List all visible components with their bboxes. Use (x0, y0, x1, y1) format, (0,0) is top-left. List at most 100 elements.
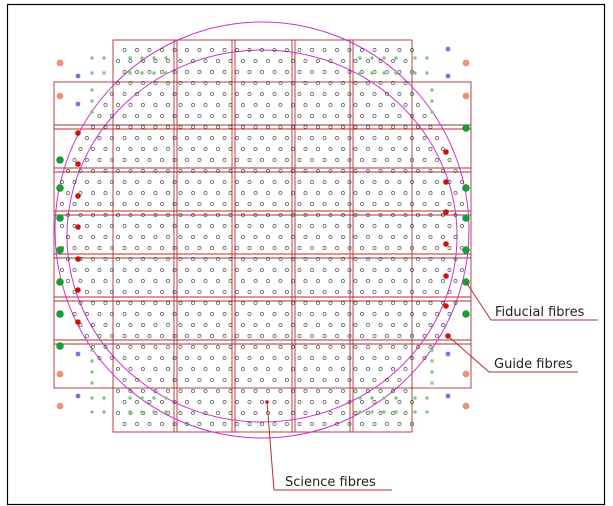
science-fibre (272, 136, 277, 140)
diagram-border (6, 3, 606, 506)
science-fibre (435, 246, 439, 250)
science-fibre (141, 235, 145, 239)
science-fibre (72, 158, 77, 162)
science-fibre (428, 191, 433, 195)
science-fibre (378, 345, 383, 349)
science-fibre (422, 334, 427, 338)
science-fibre (272, 422, 277, 426)
science-fibre (160, 158, 164, 162)
science-fibre (416, 103, 420, 107)
science-fibre (235, 400, 239, 404)
science-fibre (285, 202, 289, 206)
science-fibre (347, 180, 352, 184)
science-fibre (347, 422, 352, 426)
fiducial-leader (465, 281, 598, 321)
corner-fibre-blue (445, 351, 451, 357)
science-fibre (191, 323, 195, 327)
science-fibre (222, 70, 227, 74)
science-fibre (347, 268, 352, 272)
science-fibre (153, 389, 158, 393)
science-fibre (341, 147, 345, 151)
science-fibre (172, 422, 177, 426)
science-fibre (103, 147, 108, 151)
science-fibre (116, 345, 120, 349)
science-fibre (453, 301, 458, 305)
science-fibre (135, 356, 139, 360)
science-fibre (403, 59, 408, 63)
science-fibre (147, 70, 152, 74)
science-fibre (110, 246, 114, 250)
science-fibre (147, 158, 152, 162)
corner-fibre-green (425, 410, 429, 414)
science-fibre (97, 290, 102, 294)
science-fibre (310, 70, 314, 74)
science-fibre (253, 147, 258, 151)
science-fibre (178, 279, 183, 283)
science-fibre (366, 213, 370, 217)
science-fibre (122, 202, 127, 206)
science-fibre (116, 257, 120, 261)
science-fibre (228, 213, 233, 217)
science-fibre (328, 411, 333, 415)
science-fibre (247, 92, 252, 96)
science-fibre (297, 378, 302, 382)
corner-fibre-green (152, 56, 156, 60)
science-fibre (228, 345, 233, 349)
science-fibre (178, 301, 183, 305)
science-fibre (116, 81, 120, 85)
science-fibre (141, 169, 145, 173)
science-fibre (222, 268, 227, 272)
science-fibre (122, 70, 127, 74)
science-fibre (247, 422, 252, 426)
science-fibre (235, 158, 239, 162)
science-fibre (135, 422, 139, 426)
corner-fibre-green (394, 56, 398, 60)
corner-fibre-green (413, 56, 417, 60)
science-fibre (385, 136, 389, 140)
science-fibre (216, 279, 220, 283)
science-fibre (285, 158, 289, 162)
science-fibre (197, 180, 202, 184)
science-fibre (378, 191, 383, 195)
science-fibre (160, 378, 164, 382)
science-fibre (141, 191, 145, 195)
science-fibre (166, 191, 170, 195)
science-fibre (122, 114, 127, 118)
corner-fibre-green (430, 359, 434, 363)
corner-fibre-green (140, 410, 144, 414)
science-fibre (235, 312, 239, 316)
science-fibre (385, 224, 389, 228)
science-fibre (397, 422, 402, 426)
science-fibre (197, 224, 202, 228)
science-fibre (391, 257, 395, 261)
science-fibre (116, 411, 120, 415)
science-fibre (266, 169, 270, 173)
science-fibre (228, 389, 233, 393)
guide-fibre (75, 130, 81, 136)
science-fibre (341, 81, 345, 85)
science-fibre (116, 235, 120, 239)
science-fibre (253, 257, 258, 261)
science-fibre (266, 125, 270, 129)
science-fibre (266, 301, 270, 305)
fiducial-fibre (462, 310, 470, 318)
science-fibre (253, 301, 258, 305)
science-fibre (397, 334, 402, 338)
science-fibre (403, 279, 408, 283)
corner-fibre-green (394, 71, 398, 75)
corner-fibre-blue (75, 351, 81, 357)
science-fibre (147, 334, 152, 338)
science-fibre (97, 158, 102, 162)
science-fibre (353, 125, 358, 129)
science-fibre (310, 334, 314, 338)
science-fibre (216, 389, 220, 393)
science-fibre (428, 257, 433, 261)
science-fibre (260, 48, 264, 52)
science-fibre (397, 400, 402, 404)
science-fibre (460, 202, 464, 206)
science-fibre (385, 268, 389, 272)
science-fibre (216, 235, 220, 239)
science-fibre (210, 202, 214, 206)
science-fibre (191, 367, 195, 371)
science-fibre (172, 202, 177, 206)
